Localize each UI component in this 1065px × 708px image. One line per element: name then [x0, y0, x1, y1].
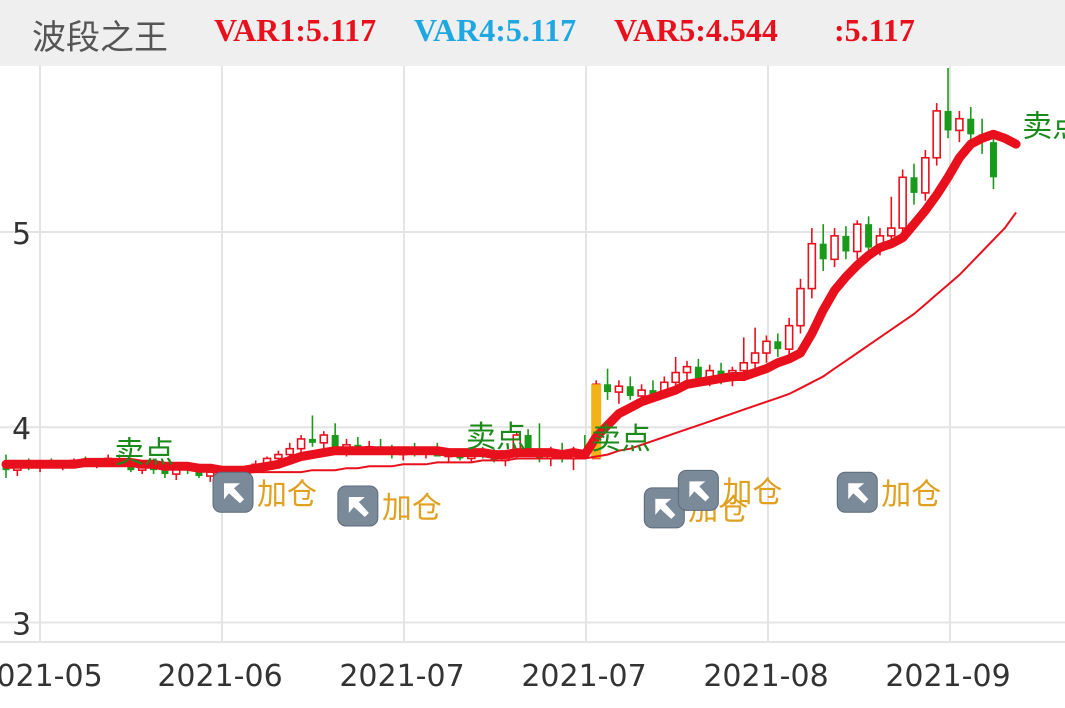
candle-body-down — [967, 118, 975, 135]
candle-body-up — [750, 352, 760, 364]
x-tick-label: 2021-06 — [157, 659, 282, 694]
candle-body-up — [296, 438, 306, 450]
candle-body-down — [626, 386, 634, 396]
candle-body-down — [989, 142, 997, 178]
sell-point-label: 卖点 — [591, 422, 651, 457]
add-position-label: 加仓 — [722, 475, 782, 510]
arrow-glyph — [348, 496, 369, 517]
var4-value: VAR4:5.117 — [414, 12, 577, 48]
sell-point-label: 卖点 — [1022, 109, 1065, 144]
var1-band-line — [1, 129, 1021, 475]
candle-body-down — [910, 177, 918, 193]
y-tick-label: 3 — [12, 607, 31, 642]
candle-body-down — [774, 341, 782, 350]
candle-body-up — [886, 227, 896, 237]
indicator-title: 波段之王 — [32, 18, 168, 58]
candle-body-up — [319, 434, 329, 444]
x-tick-label: 2021-09 — [885, 659, 1010, 694]
candle-body-down — [604, 384, 612, 393]
x-axis: 2021-05 2021-06 2021-07 2021-07 2021-08 2021-… — [0, 659, 1011, 694]
candle-body-up — [614, 385, 624, 393]
var5-value: VAR5:4.544 — [614, 12, 778, 48]
candle-body-down — [649, 390, 657, 395]
candle-body-down — [842, 235, 850, 252]
candle-body-up — [921, 156, 930, 194]
indicator-header: 波段之王 VAR1:5.117 VAR4:5.117 VAR5:4.544 :5… — [0, 0, 1065, 66]
arrow-glyph — [224, 483, 244, 504]
candle-body-down — [331, 435, 339, 451]
unnamed-value: :5.117 — [834, 12, 915, 48]
arrow-glyph — [689, 481, 710, 502]
add-position-label: 加仓 — [257, 477, 317, 512]
candle-body-up — [739, 361, 749, 372]
candle-body-down — [308, 438, 316, 443]
candle-body-down — [694, 366, 702, 379]
candle-body-down — [944, 110, 952, 131]
sell-point-label: 卖点 — [114, 436, 174, 471]
candle-body-up — [671, 371, 680, 384]
var1-value: VAR1:5.117 — [214, 12, 377, 48]
breakout-candle-highlight — [591, 384, 602, 459]
x-tick-label: 2021-05 — [0, 659, 103, 694]
candle-body-up — [637, 389, 646, 397]
candle-body-up — [955, 117, 964, 132]
y-tick-label: 4 — [12, 412, 31, 447]
candle-body-up — [682, 365, 692, 374]
candle-body-up — [784, 324, 794, 350]
grid — [0, 66, 1065, 643]
x-tick-label: 2021-07 — [339, 659, 464, 694]
signals: 卖点卖点卖点卖点加仓加仓加仓加仓加仓 — [114, 109, 1065, 529]
candle-body-down — [524, 435, 532, 453]
candle-body-down — [161, 470, 169, 475]
y-axis: 3 4 5 — [12, 217, 31, 643]
candle-body-down — [819, 243, 827, 260]
candle-body-up — [898, 176, 907, 229]
candle-body-down — [865, 224, 873, 248]
add-position-label: 加仓 — [881, 477, 941, 512]
candle-body-up — [796, 287, 805, 327]
candle-body-up — [762, 340, 771, 354]
y-tick-label: 5 — [12, 217, 31, 252]
candlestick-chart: 345 2021-052021-062021-072021-072021-082… — [0, 66, 1065, 694]
x-tick-label: 2021-07 — [521, 659, 646, 694]
sell-point-label: 卖点 — [466, 420, 526, 455]
candle-body-up — [285, 447, 295, 456]
candle-body-up — [932, 110, 942, 159]
arrow-glyph — [655, 498, 676, 519]
candle-body-up — [274, 453, 283, 460]
arrow-glyph — [848, 483, 869, 504]
candle-body-up — [830, 235, 839, 261]
candle-body-up — [807, 242, 817, 290]
add-position-label: 加仓 — [382, 491, 442, 526]
candle-body-down — [195, 470, 203, 477]
candle-body-up — [852, 223, 862, 253]
x-tick-label: 2021-08 — [703, 659, 828, 694]
indicator-lines — [1, 129, 1021, 475]
